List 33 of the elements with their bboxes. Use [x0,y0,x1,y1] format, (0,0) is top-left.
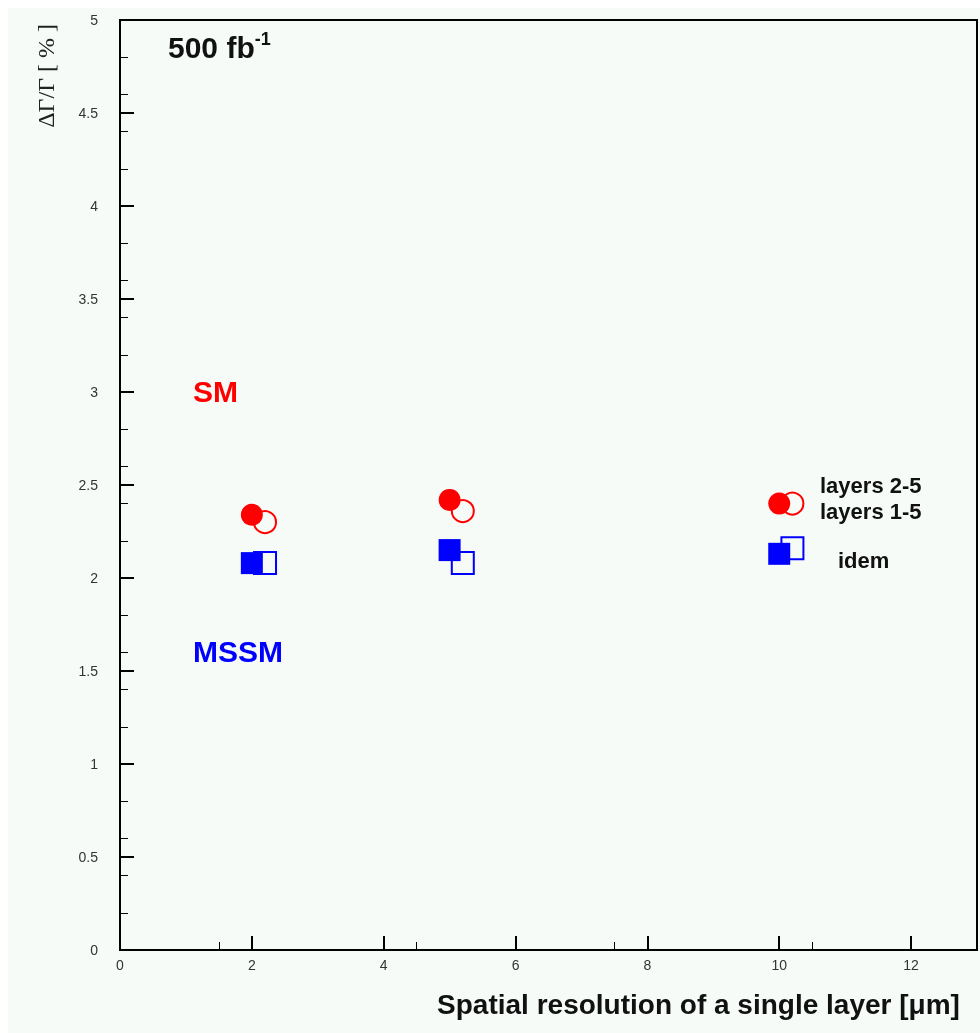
y-tick-label: 3.5 [78,291,99,307]
point [450,551,475,576]
point [438,488,461,511]
point [450,499,475,524]
annotation: idem [838,547,890,573]
y-tick-label: 0 [90,942,99,958]
x-tick-label: 2 [247,957,256,973]
y-tick-label: 1 [90,756,99,772]
point [780,536,805,561]
x-tick-label: 0 [116,957,125,973]
point [253,510,278,535]
point [240,503,263,526]
y-axis-title: ΔΓ/Γ [ % ] [33,24,59,128]
x-tick-label: 6 [511,957,520,973]
y-tick-label: 3 [90,384,99,400]
x-tick-label: 12 [903,957,920,973]
y-tick-label: 2.5 [78,477,99,493]
y-tick-label: 4.5 [78,105,99,121]
point [253,551,278,576]
y-tick-label: 0.5 [78,849,99,865]
x-tick-label: 4 [379,957,388,973]
point [438,539,461,562]
annotation: MSSM [193,634,283,668]
annotation: SM [193,374,238,408]
x-tick-label: 10 [771,957,788,973]
annotation: layers 1-5 [820,498,922,524]
y-tick-label: 1.5 [78,663,99,679]
x-tick-label: 8 [643,957,652,973]
annotation: layers 2-5 [820,472,922,498]
y-tick-label: 2 [90,570,99,586]
y-tick-label: 5 [90,12,99,28]
x-axis-title: Spatial resolution of a single layer [μm] [437,988,960,1020]
y-tick-label: 4 [90,198,99,214]
